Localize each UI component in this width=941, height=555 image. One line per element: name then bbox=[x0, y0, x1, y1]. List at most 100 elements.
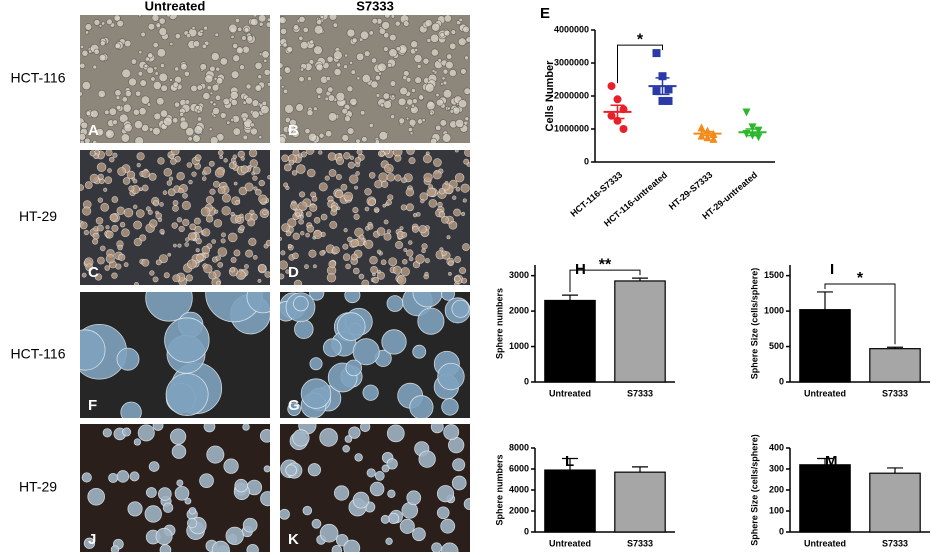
error-bar bbox=[887, 346, 903, 349]
point bbox=[652, 87, 661, 96]
bar bbox=[869, 472, 921, 533]
cell bbox=[147, 52, 154, 59]
cell bbox=[203, 25, 208, 31]
panel-letter: C bbox=[88, 264, 99, 281]
cell bbox=[85, 110, 92, 117]
image-content bbox=[280, 424, 470, 552]
cell bbox=[195, 105, 200, 110]
cell bbox=[83, 229, 89, 236]
sphere bbox=[225, 526, 244, 546]
cell bbox=[100, 202, 110, 212]
cell bbox=[232, 161, 237, 165]
cell bbox=[430, 48, 439, 57]
cell bbox=[258, 194, 268, 204]
cell bbox=[239, 225, 245, 231]
y-axis-label: Sphere Size (cells/sphere) bbox=[749, 268, 759, 380]
cell bbox=[166, 15, 171, 18]
cell bbox=[298, 76, 305, 83]
cell bbox=[191, 171, 197, 177]
cell bbox=[109, 156, 115, 163]
cell bbox=[463, 120, 469, 126]
cell bbox=[285, 230, 292, 237]
panel-letter: F bbox=[88, 397, 97, 414]
cell bbox=[124, 39, 132, 48]
cell bbox=[226, 120, 231, 125]
cell bbox=[280, 84, 285, 89]
cell bbox=[166, 180, 173, 186]
cell bbox=[394, 174, 402, 182]
significance-label: ** bbox=[599, 256, 612, 273]
cell bbox=[147, 23, 156, 31]
cell bbox=[418, 225, 427, 234]
cell bbox=[445, 60, 454, 70]
cell bbox=[354, 157, 362, 164]
bar bbox=[869, 348, 921, 383]
cell bbox=[210, 52, 220, 61]
cell bbox=[163, 116, 173, 127]
cell bbox=[433, 158, 442, 167]
cell bbox=[172, 274, 181, 283]
cell bbox=[280, 75, 283, 81]
point bbox=[709, 134, 718, 143]
cell bbox=[327, 152, 337, 161]
sphere bbox=[344, 435, 353, 443]
sphere bbox=[234, 478, 248, 493]
cell bbox=[380, 103, 385, 108]
cell bbox=[289, 118, 297, 127]
significance-label: * bbox=[857, 270, 864, 287]
cell bbox=[452, 195, 457, 200]
cell bbox=[408, 240, 413, 245]
cell bbox=[134, 282, 139, 285]
cell bbox=[352, 207, 359, 214]
cell bbox=[217, 262, 224, 268]
cell bbox=[327, 86, 334, 93]
cell bbox=[195, 248, 200, 253]
sphere bbox=[158, 487, 172, 501]
cell bbox=[358, 273, 365, 280]
cell bbox=[355, 171, 360, 176]
cell bbox=[408, 256, 414, 262]
bar bbox=[614, 280, 666, 383]
cell bbox=[305, 150, 315, 155]
cell bbox=[163, 167, 173, 177]
point bbox=[664, 85, 673, 94]
sphere bbox=[294, 319, 314, 339]
cell bbox=[315, 86, 324, 95]
chart-title: H bbox=[575, 261, 586, 278]
cell bbox=[205, 195, 214, 204]
cell bbox=[306, 168, 316, 178]
cell bbox=[438, 188, 446, 195]
cell bbox=[455, 118, 465, 128]
cell bbox=[152, 200, 160, 207]
cell bbox=[464, 55, 469, 61]
sphere bbox=[337, 312, 366, 341]
cell bbox=[364, 206, 370, 212]
cell bbox=[281, 223, 291, 232]
cell bbox=[229, 267, 236, 273]
cell bbox=[214, 209, 219, 214]
cell bbox=[230, 34, 235, 39]
sphere bbox=[242, 517, 258, 533]
cell bbox=[420, 198, 425, 204]
cell bbox=[80, 221, 88, 230]
cell bbox=[375, 208, 379, 213]
error-bar bbox=[817, 291, 833, 310]
cell bbox=[217, 247, 228, 257]
cell bbox=[159, 228, 165, 235]
y-tick-label: 0 bbox=[524, 376, 529, 386]
cell bbox=[140, 95, 150, 105]
sphere bbox=[80, 329, 106, 371]
cell bbox=[244, 182, 254, 192]
cell bbox=[361, 279, 370, 285]
cell bbox=[209, 136, 219, 143]
cell bbox=[95, 127, 104, 137]
cell bbox=[343, 64, 348, 70]
cell bbox=[291, 129, 300, 138]
cell bbox=[300, 40, 309, 50]
cell bbox=[460, 211, 466, 217]
cell bbox=[253, 186, 258, 191]
cell bbox=[156, 48, 167, 58]
sphere bbox=[127, 501, 143, 517]
cell bbox=[383, 232, 392, 241]
cell bbox=[382, 92, 390, 100]
